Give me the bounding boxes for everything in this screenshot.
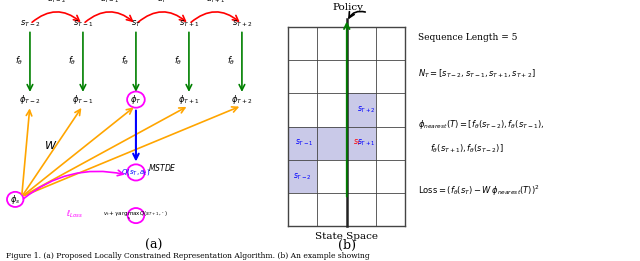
Text: $\phi_{T-1}$: $\phi_{T-1}$: [72, 93, 93, 106]
Text: $\mathrm{Loss} = (f_\theta(s_T) - W\,\phi_{nearest}(T))^2$: $\mathrm{Loss} = (f_\theta(s_T) - W\,\ph…: [419, 183, 540, 198]
Text: Policy: Policy: [333, 3, 364, 12]
Text: $f_\theta$: $f_\theta$: [122, 54, 130, 67]
FancyBboxPatch shape: [347, 127, 376, 160]
Text: $\phi_T$: $\phi_T$: [130, 93, 141, 106]
Text: $a_{T-1}$: $a_{T-1}$: [100, 0, 119, 5]
Text: $f_\theta$: $f_\theta$: [68, 54, 77, 67]
Text: $s_{T-1}$: $s_{T-1}$: [295, 138, 314, 149]
Text: $a_{T+1}$: $a_{T+1}$: [205, 0, 225, 5]
FancyBboxPatch shape: [288, 127, 347, 160]
Text: $W$: $W$: [44, 139, 57, 151]
Text: $s_{T-2}$: $s_{T-2}$: [294, 171, 312, 182]
Text: $\phi_{T+1}$: $\phi_{T+1}$: [178, 93, 200, 106]
FancyBboxPatch shape: [288, 160, 317, 193]
Text: $s_{T-2}$: $s_{T-2}$: [20, 19, 40, 29]
Text: $\phi_{nearest}(T) = [f_\theta(s_{T-2}), f_\theta(s_{T-1}),$: $\phi_{nearest}(T) = [f_\theta(s_{T-2}),…: [419, 118, 545, 132]
Text: $Q(s_T,a_t)$: $Q(s_T,a_t)$: [122, 167, 150, 177]
Text: $s_T$: $s_T$: [353, 138, 363, 149]
Text: $\ell_{Loss}$: $\ell_{Loss}$: [66, 209, 83, 220]
Text: $a_T$: $a_T$: [157, 0, 168, 5]
Text: $\phi_s$: $\phi_s$: [10, 193, 20, 206]
Text: (b): (b): [338, 239, 356, 252]
Text: $MSTDE$: $MSTDE$: [148, 162, 177, 173]
Text: $f_\theta$: $f_\theta$: [227, 54, 236, 67]
Text: $f_\theta$: $f_\theta$: [15, 54, 24, 67]
Text: $s_{T+2}$: $s_{T+2}$: [232, 19, 252, 29]
Text: (a): (a): [145, 239, 163, 252]
Text: $\phi_{T-2}$: $\phi_{T-2}$: [19, 93, 41, 106]
Text: $a_{T-2}$: $a_{T-2}$: [47, 0, 66, 5]
Text: $s_{T-1}$: $s_{T-1}$: [73, 19, 93, 29]
Text: Figure 1. (a) Proposed Locally Constrained Representation Algorithm. (b) An exam: Figure 1. (a) Proposed Locally Constrain…: [6, 252, 370, 260]
FancyBboxPatch shape: [347, 93, 376, 127]
Text: $f_\theta$: $f_\theta$: [175, 54, 183, 67]
Text: $s_{T+1}$: $s_{T+1}$: [357, 138, 376, 149]
Text: $f_\theta(s_{T+1}), f_\theta(s_{T-2})]$: $f_\theta(s_{T+1}), f_\theta(s_{T-2})]$: [430, 143, 504, 155]
Text: $s_{T+2}$: $s_{T+2}$: [357, 105, 376, 115]
Text: $s_T$: $s_T$: [131, 19, 141, 29]
Text: $N_T = [s_{T-2}, s_{T-1}, s_{T+1}, s_{T+2}]$: $N_T = [s_{T-2}, s_{T-1}, s_{T+1}, s_{T+…: [419, 68, 536, 80]
Text: $v_t+\gamma\underset{s}{\mathrm{argmax}}Q(s_{T+1},\cdot)$: $v_t+\gamma\underset{s}{\mathrm{argmax}}…: [103, 210, 168, 222]
Text: State Space: State Space: [316, 232, 378, 241]
Text: $\phi_{T+2}$: $\phi_{T+2}$: [231, 93, 253, 106]
Text: $s_{T+1}$: $s_{T+1}$: [179, 19, 199, 29]
Text: Sequence Length = 5: Sequence Length = 5: [419, 33, 518, 42]
